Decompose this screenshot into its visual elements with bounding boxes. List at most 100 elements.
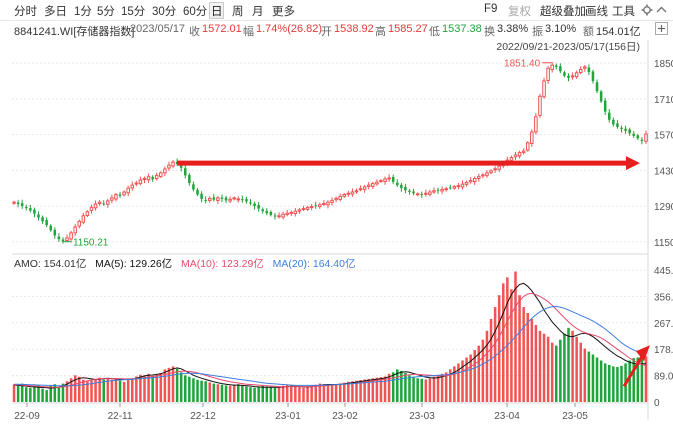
candle-body	[273, 215, 277, 217]
candle-body	[293, 210, 298, 214]
volume-bar	[363, 379, 366, 402]
tools-button[interactable]: 工具	[612, 6, 635, 18]
candle-body	[73, 226, 77, 234]
candle-body	[322, 203, 326, 205]
period-week[interactable]: 周	[232, 6, 244, 18]
volume-bar	[322, 384, 326, 402]
volume-bar	[453, 366, 456, 402]
candle-body	[102, 203, 105, 205]
candle-body	[468, 180, 473, 183]
volume-bar	[277, 386, 281, 402]
volume-bar	[106, 378, 110, 402]
period-duori[interactable]: 多日	[44, 6, 67, 18]
candle-body	[146, 176, 151, 181]
low-label: 低	[429, 26, 440, 38]
volume-bar	[167, 367, 171, 402]
candle-body	[228, 198, 232, 202]
candle-body	[583, 66, 587, 69]
candle-body	[464, 182, 469, 185]
price-tick-label: 1290	[654, 202, 673, 213]
volume-bar	[542, 333, 546, 402]
volume-bar	[249, 387, 252, 402]
candle-body	[196, 189, 199, 195]
volume-bar	[12, 384, 16, 402]
period-60min[interactable]: 60分	[183, 6, 208, 18]
candle-body	[497, 165, 501, 170]
period-more[interactable]: 更多	[272, 6, 295, 18]
volume-bar	[159, 372, 163, 402]
candle-body	[265, 210, 269, 214]
volume-bar	[147, 373, 150, 402]
candle-body	[424, 192, 428, 195]
candle-body	[371, 183, 375, 187]
close-label: 收	[189, 26, 200, 38]
volume-bar	[404, 372, 407, 402]
volume-bar	[644, 356, 648, 402]
candle-body	[261, 209, 264, 212]
candle-body	[41, 217, 44, 222]
volume-bar	[579, 342, 582, 402]
volume-bar	[355, 380, 358, 402]
volume-bar	[126, 380, 130, 402]
candle-body	[97, 201, 102, 204]
volume-bar	[155, 374, 158, 402]
volume-bar	[257, 387, 260, 402]
volume-bar	[179, 372, 183, 402]
volume-bar	[330, 385, 334, 402]
volume-bar	[65, 381, 69, 402]
f9-button[interactable]: F9	[484, 3, 498, 15]
plus-icon[interactable]	[655, 22, 668, 35]
volume-bar	[118, 380, 122, 402]
ma5-value: MA(5): 129.26亿	[95, 258, 173, 270]
fuquan-button[interactable]: 复权	[508, 6, 531, 18]
gear-icon[interactable]	[641, 4, 653, 16]
overlay-button[interactable]: 超级叠加	[540, 6, 586, 18]
period-month[interactable]: 月	[252, 6, 264, 18]
volume-bar	[143, 375, 146, 402]
candle-body	[555, 65, 558, 67]
draw-line-button[interactable]: 画线	[585, 6, 608, 18]
volume-bar	[502, 283, 505, 402]
high-value: 1585.27	[388, 23, 428, 35]
period-day[interactable]: 日	[211, 6, 223, 18]
volume-bar	[338, 383, 342, 402]
period-15min[interactable]: 15分	[121, 6, 146, 18]
candle-body	[318, 204, 322, 208]
candle-body	[138, 179, 143, 185]
volume-bar	[367, 378, 370, 402]
volume-bar	[514, 271, 517, 402]
volume-bar	[212, 383, 216, 402]
volume-bar	[269, 387, 273, 402]
candle-body	[122, 191, 126, 196]
period-5min[interactable]: 5分	[97, 6, 115, 18]
quote-date: 2023/05/17	[130, 23, 186, 35]
volume-bar	[200, 380, 203, 402]
candle-body	[65, 237, 69, 242]
volume-bar	[387, 373, 391, 402]
candle-body	[412, 191, 415, 194]
volume-bar	[318, 383, 322, 402]
volume-bar	[632, 358, 635, 402]
period-1min[interactable]: 1分	[74, 6, 92, 18]
candle-body	[224, 197, 228, 201]
period-30min[interactable]: 30分	[152, 6, 177, 18]
x-tick-label: 23-01	[275, 411, 301, 422]
volume-bar	[163, 369, 167, 402]
volume-bar	[204, 381, 207, 402]
low-value: 1537.38	[442, 23, 482, 35]
ma10-value: MA(10): 123.29亿	[180, 258, 264, 270]
volume-bar	[359, 380, 362, 402]
trend-arrow-shaft	[622, 352, 646, 388]
candle-body	[574, 72, 579, 78]
x-tick-label: 22-09	[14, 411, 40, 422]
candle-body	[587, 67, 591, 73]
volume-bar	[534, 324, 538, 402]
chevron-up-icon[interactable]	[656, 5, 667, 15]
candle-body	[624, 128, 627, 131]
candle-body	[387, 177, 391, 180]
period-fenshi[interactable]: 分时	[14, 6, 37, 18]
candle-body	[505, 159, 510, 165]
volume-bar	[343, 382, 346, 402]
volume-bar	[587, 351, 591, 402]
volume-bar	[428, 378, 432, 402]
